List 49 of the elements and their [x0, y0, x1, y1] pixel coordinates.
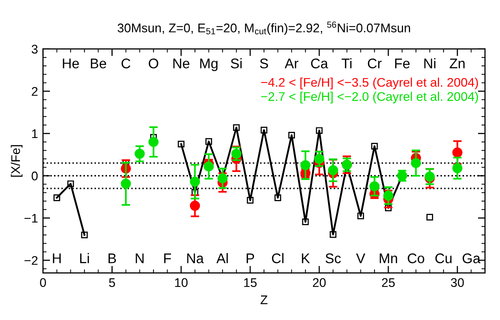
- annotation: N: [136, 254, 144, 264]
- x-tick-label: 5: [109, 278, 116, 288]
- x-tick-label: 20: [312, 278, 326, 288]
- annotation: Be: [90, 58, 106, 68]
- y-tick-label: −1: [24, 214, 38, 223]
- annotation: Ne: [173, 58, 190, 68]
- x-tick-label: 15: [244, 278, 257, 288]
- y-tick-label: −2: [24, 256, 38, 265]
- y-tick-label: 2: [32, 87, 38, 96]
- annotation: Ti: [342, 58, 352, 68]
- annotation: Na: [187, 254, 204, 264]
- annotation: P: [246, 254, 254, 264]
- annotation: Ga: [462, 253, 480, 264]
- annotation: Zn: [450, 58, 465, 68]
- text: −2.7 < [Fe/H] <−2.0 (Cayrel et al. 2004): [261, 92, 478, 104]
- text: −4.2 < [Fe/H] <−3.5 (Cayrel et al. 2004): [261, 78, 478, 90]
- x-tick-label: 10: [175, 278, 188, 288]
- chart-title: 30Msun, Z=0, E$_{51}$=20, M$_{cut}$(fin)=2.92, $^{56}$Ni=0.07Msun: [118, 22, 410, 35]
- annotation: C: [122, 58, 130, 68]
- annotation: Ni: [424, 58, 436, 68]
- annotation: Cl: [272, 253, 284, 264]
- annotation: Si: [230, 58, 242, 68]
- annotation: Li: [80, 253, 89, 264]
- annotation: V: [356, 254, 366, 264]
- annotation: F: [164, 254, 171, 264]
- annotation: Sc: [326, 253, 341, 264]
- annotation: Al: [216, 253, 228, 264]
- annotation: Fe: [395, 58, 410, 68]
- annotation: O: [148, 58, 158, 68]
- y-tick-label: 3: [32, 44, 38, 54]
- annotation: Co: [408, 253, 424, 264]
- annotation: Mn: [380, 254, 398, 264]
- annotation: H: [52, 254, 61, 264]
- annotation: B: [108, 254, 116, 264]
- y-tick-label: 1: [32, 129, 38, 138]
- y-tick-label: 0: [32, 172, 38, 180]
- x-tick-label: 0: [40, 278, 46, 288]
- annotation: K: [302, 254, 310, 264]
- annotation: Ca: [311, 58, 328, 68]
- x-tick-label: 25: [382, 278, 395, 288]
- annotation: Cr: [368, 58, 382, 68]
- x-axis-title: Z: [260, 295, 268, 304]
- annotation: He: [62, 58, 79, 68]
- annotation: Mg: [200, 58, 218, 72]
- x-tick-label: 30: [450, 278, 464, 288]
- annotation: Ar: [284, 58, 298, 68]
- y-axis-title: [X/Fe]: [10, 145, 22, 177]
- annotation: Cu: [435, 253, 452, 264]
- annotation: S: [260, 58, 268, 68]
